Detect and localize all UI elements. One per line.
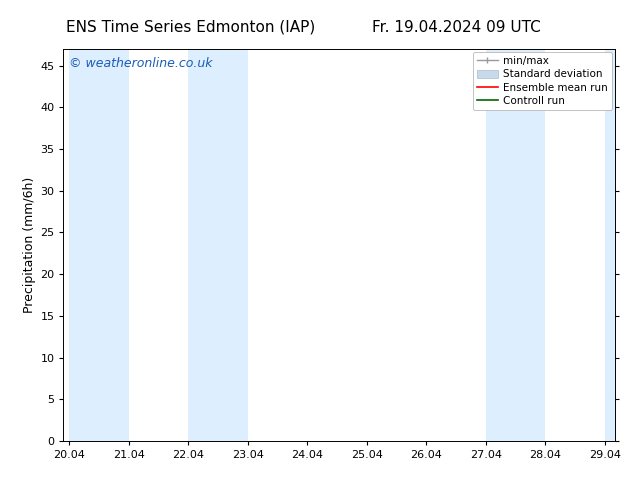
Y-axis label: Precipitation (mm/6h): Precipitation (mm/6h) bbox=[23, 177, 36, 313]
Legend: min/max, Standard deviation, Ensemble mean run, Controll run: min/max, Standard deviation, Ensemble me… bbox=[473, 52, 612, 110]
Text: ENS Time Series Edmonton (IAP): ENS Time Series Edmonton (IAP) bbox=[65, 20, 315, 35]
Text: Fr. 19.04.2024 09 UTC: Fr. 19.04.2024 09 UTC bbox=[372, 20, 541, 35]
Bar bbox=[605, 49, 615, 441]
Bar bbox=[486, 49, 545, 441]
Bar bbox=[69, 49, 129, 441]
Bar bbox=[188, 49, 248, 441]
Text: © weatheronline.co.uk: © weatheronline.co.uk bbox=[69, 57, 212, 70]
